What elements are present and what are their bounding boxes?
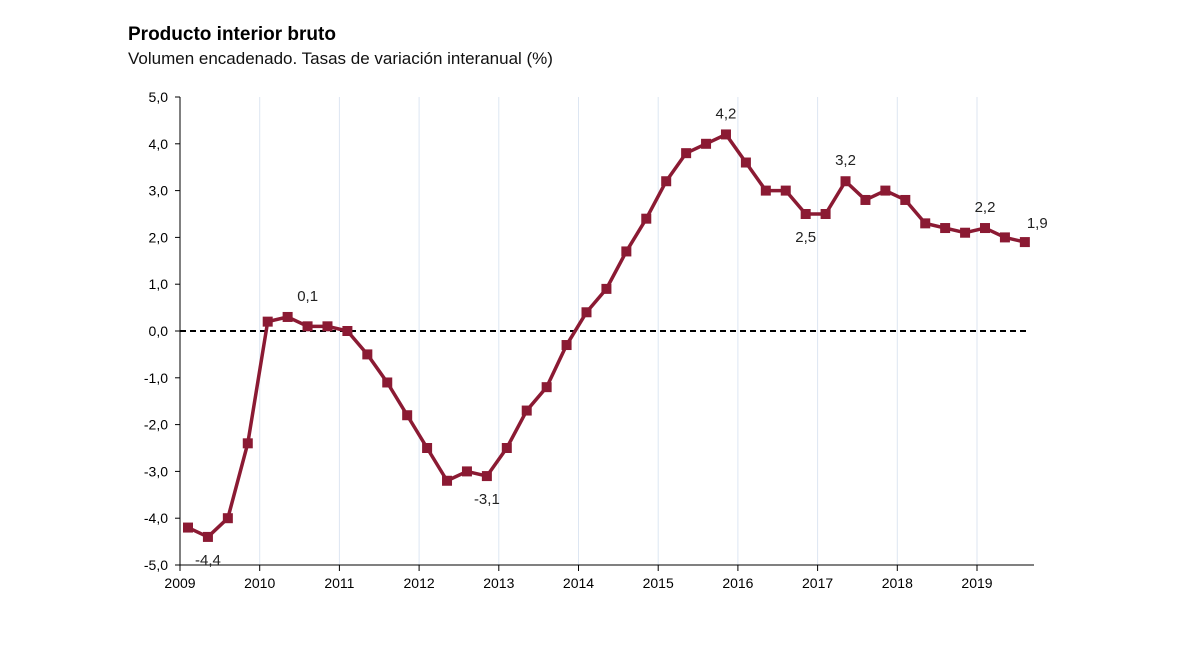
data-point [382,377,393,388]
data-point [422,443,433,453]
x-tick-label: 2017 [802,575,833,591]
y-tick-label: 3,0 [149,183,169,199]
data-point [720,129,731,140]
x-tick-label: 2016 [722,575,753,591]
data-point [880,185,891,196]
data-point [760,185,771,196]
data-point [282,311,293,322]
data-point [442,475,453,486]
data-label: 2,2 [975,199,996,216]
x-tick-label: 2009 [164,575,195,591]
data-point [242,438,253,449]
data-point [820,209,831,219]
data-point [581,307,592,318]
y-tick-label: -1,0 [144,370,168,386]
data-point [322,321,333,332]
data-point [960,227,971,238]
data-point [202,531,213,542]
x-tick-label: 2015 [643,575,674,591]
y-tick-label: -2,0 [144,417,168,433]
y-tick-label: 5,0 [149,89,169,105]
y-tick-label: 2,0 [149,229,169,245]
data-point [800,209,811,219]
x-tick-label: 2014 [563,575,594,591]
data-point [302,321,313,332]
x-tick-label: 2010 [244,575,275,591]
data-point [362,349,373,360]
data-point [501,443,512,453]
data-point [222,513,233,524]
y-tick-label: 1,0 [149,276,169,292]
x-tick-label: 2013 [483,575,514,591]
data-point [1019,237,1030,248]
data-point [402,410,413,421]
data-label: -3,1 [474,491,500,508]
data-label: 2,5 [795,229,816,246]
y-tick-label: 4,0 [149,136,169,152]
chart-title: Producto interior bruto [128,24,336,45]
x-tick-label: 2011 [324,575,354,591]
chart-subtitle: Volumen encadenado. Tasas de variación i… [128,49,553,68]
data-point [521,405,532,416]
data-point [681,148,692,159]
data-point [541,382,552,393]
y-tick-label: -3,0 [144,463,168,479]
data-point [621,246,632,257]
data-point [940,223,951,234]
data-point [661,176,672,187]
data-point [183,522,193,533]
data-point [641,213,652,224]
data-point [461,466,472,477]
y-tick-label: 0,0 [149,323,169,339]
data-point [481,471,492,482]
data-point [999,232,1010,243]
x-tick-label: 2019 [961,575,992,591]
x-tick-label: 2012 [404,575,435,591]
data-point [342,326,353,336]
data-point [601,283,612,294]
data-label: 0,1 [297,288,318,305]
data-label: 3,2 [835,152,856,169]
data-label: 4,2 [716,105,737,122]
data-point [740,157,751,168]
data-label: 1,9 [1027,215,1048,232]
data-point [900,194,911,205]
data-point [780,185,791,196]
series-line [187,132,1026,539]
data-point [701,138,712,149]
data-point [980,223,990,234]
data-point [262,316,273,327]
data-point [860,194,871,205]
data-point [561,340,572,351]
data-point [920,218,931,229]
x-tick-label: 2018 [882,575,913,591]
data-label: -4,4 [195,552,221,569]
y-tick-label: -4,0 [144,510,168,526]
data-point [840,176,851,187]
y-tick-label: -5,0 [144,557,168,573]
